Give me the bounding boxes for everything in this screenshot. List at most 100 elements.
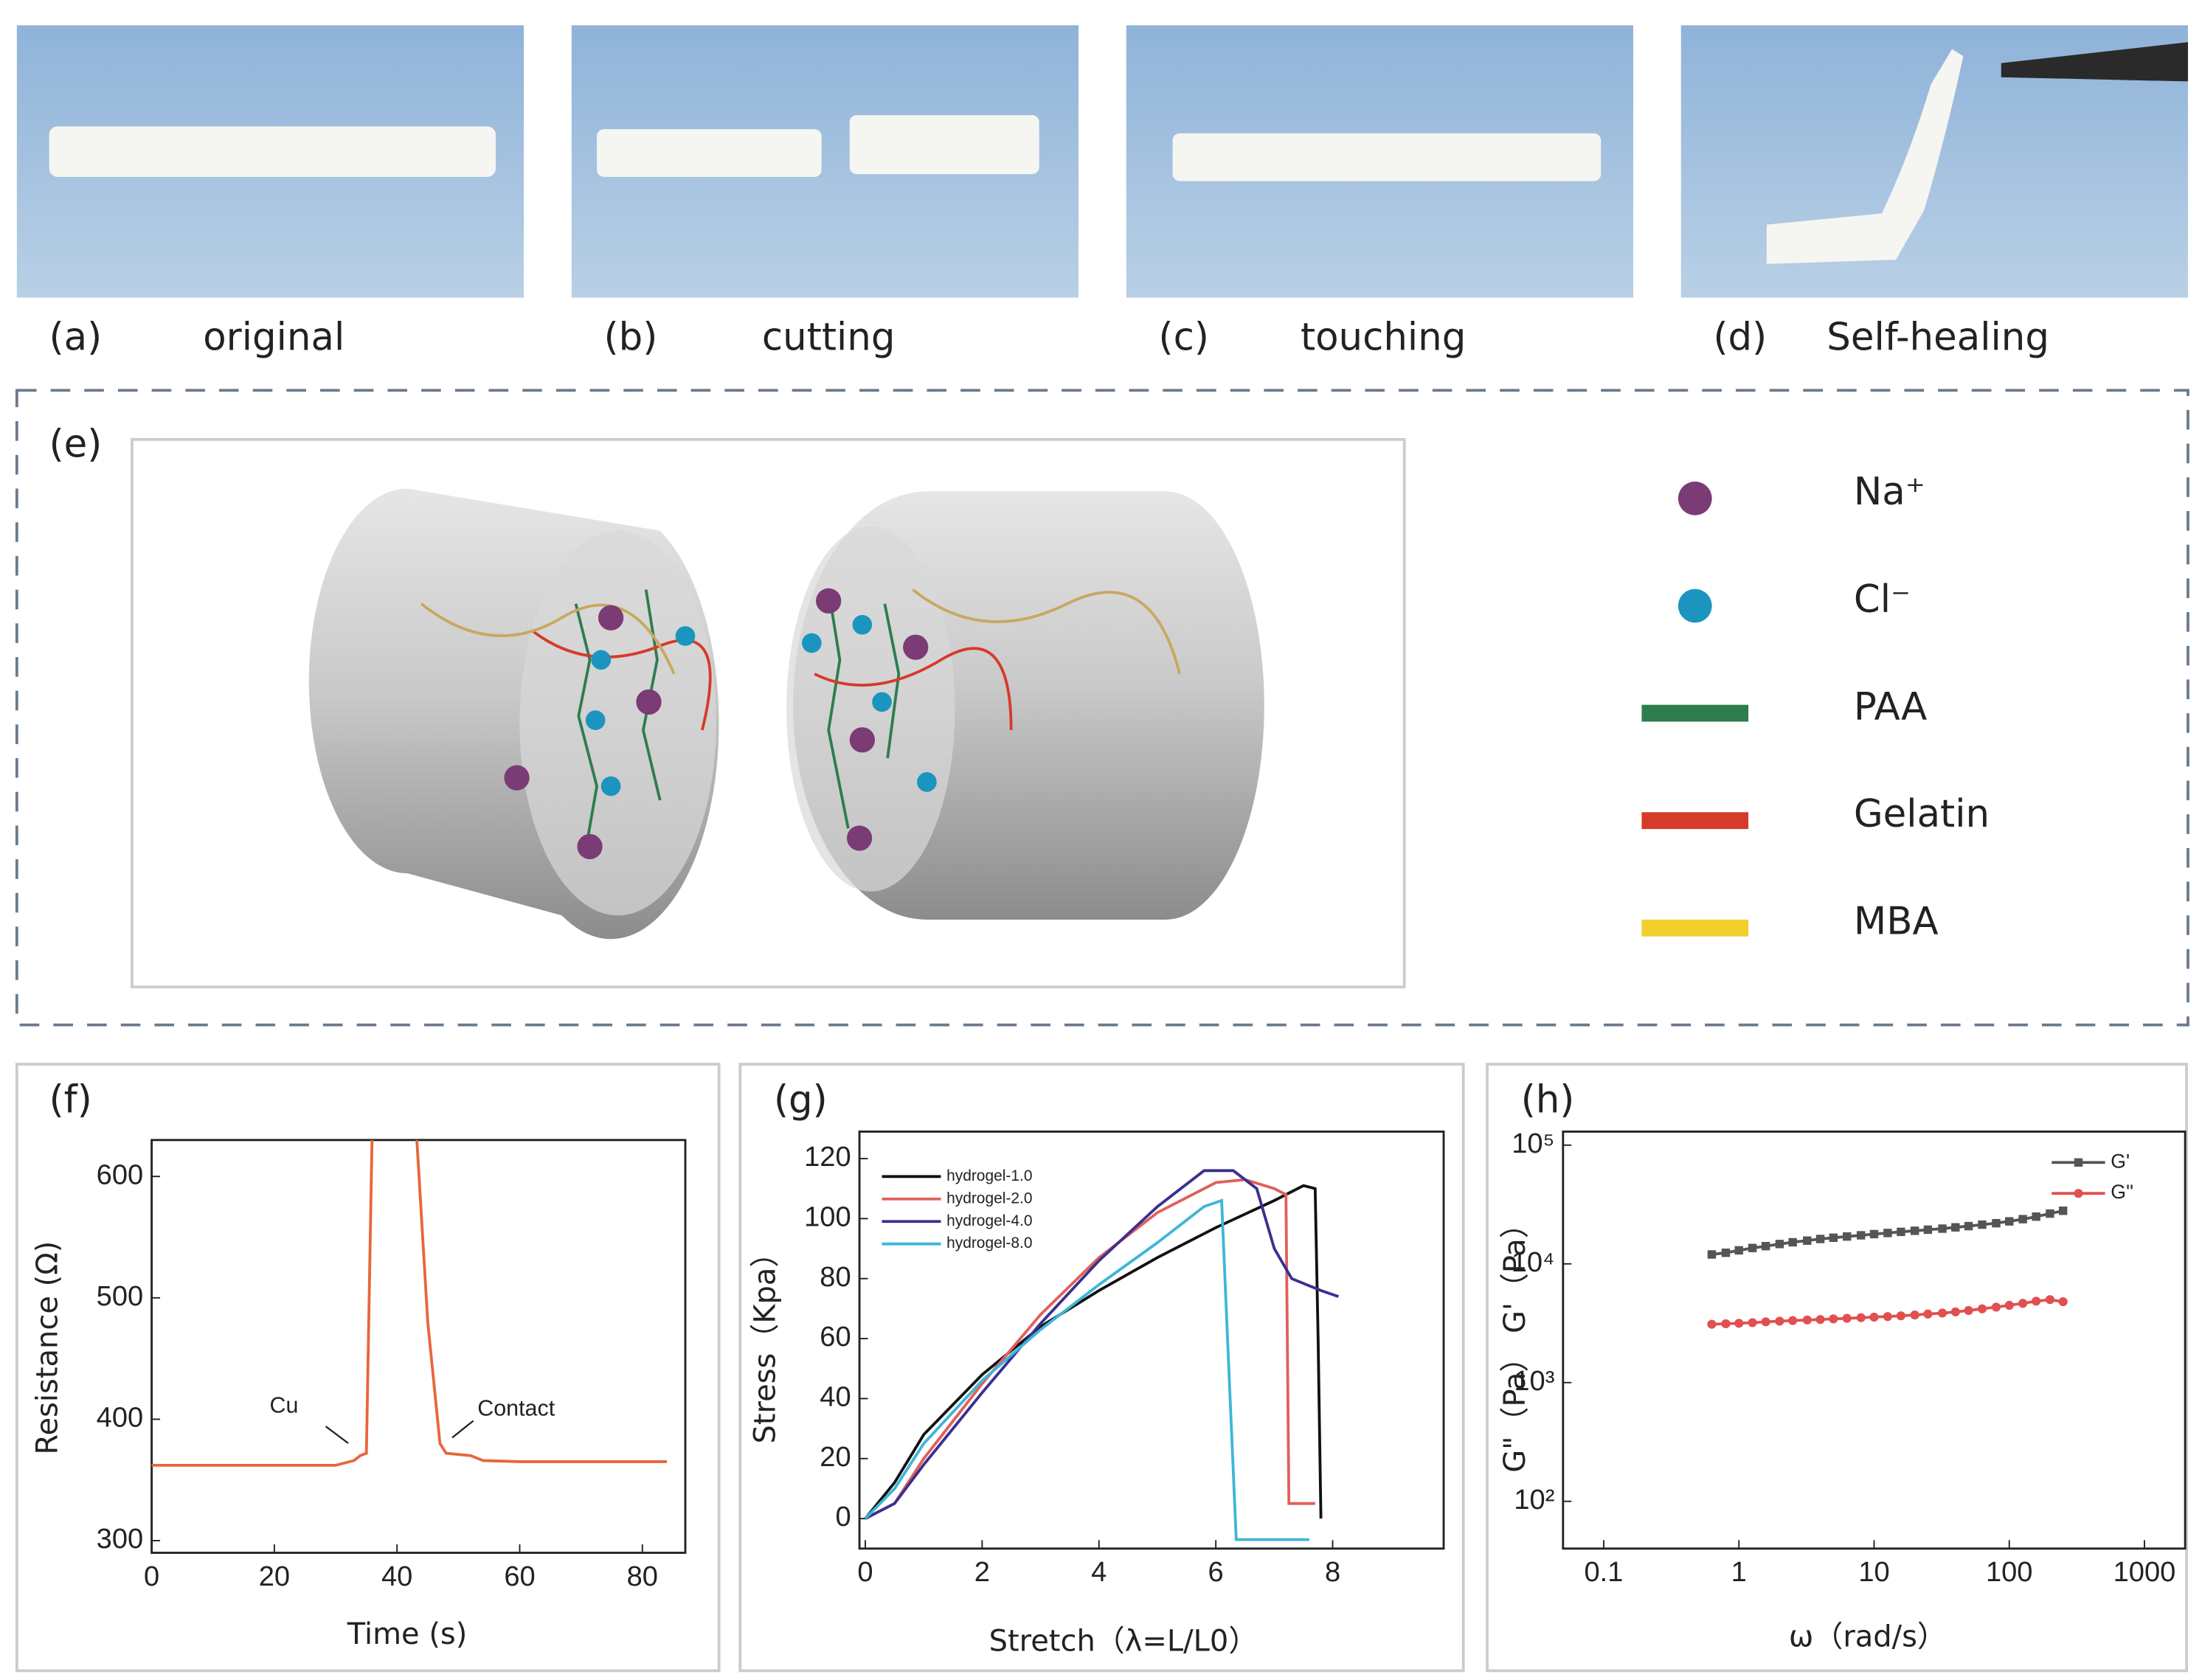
legend-swatch (1678, 589, 1712, 623)
point (1964, 1221, 1973, 1231)
point (1721, 1248, 1731, 1257)
sample (849, 115, 1039, 175)
x-tick-label: 80 (627, 1561, 658, 1592)
point (1977, 1304, 1987, 1313)
point (1721, 1319, 1731, 1329)
schematic-legend: Na⁺ Cl⁻ PAA Gelatin MBA (1641, 470, 1990, 944)
point (1788, 1238, 1797, 1247)
point (1707, 1250, 1717, 1259)
photo-caption: Self-healing (1827, 316, 2049, 360)
point (1761, 1242, 1770, 1251)
plot-frame (150, 1139, 687, 1554)
panel-frame (1486, 1063, 2188, 1673)
panel-label: (f) (49, 1077, 92, 1122)
series-line (151, 1139, 668, 1467)
y-tick-label: 0 (835, 1502, 851, 1533)
point (1923, 1225, 1933, 1235)
legend-swatch (1641, 704, 1749, 722)
legend-label: Cl⁻ (1854, 577, 1911, 622)
point (1815, 1315, 1825, 1325)
legend-label: hydrogel-8.0 (946, 1235, 1032, 1252)
legend-swatch (1641, 812, 1749, 830)
legend-swatch (1641, 919, 1749, 937)
cylinder-face (519, 530, 716, 916)
point (1707, 1319, 1717, 1329)
point (2004, 1300, 2014, 1310)
point (1734, 1319, 1744, 1328)
point (1910, 1226, 1919, 1235)
x-axis-label: ω（rad/s） (1789, 1620, 1947, 1654)
point (1883, 1312, 1892, 1322)
y-tick-label: 10² (1514, 1485, 1554, 1516)
annotation-arrow (451, 1420, 474, 1439)
legend-label: Na⁺ (1854, 470, 1925, 514)
ions (504, 588, 937, 860)
panel-label: (d) (1714, 316, 1768, 360)
legend-label: hydrogel-4.0 (946, 1212, 1032, 1229)
point (1788, 1316, 1798, 1325)
network (420, 589, 1181, 843)
point (1843, 1232, 1852, 1241)
tweezers (2001, 42, 2188, 82)
y-tick-label: 40 (820, 1381, 851, 1412)
y-tick-label: 300 (97, 1524, 144, 1555)
legend-marker (2074, 1158, 2083, 1167)
x-tick-label: 1000 (2113, 1557, 2176, 1588)
photo-caption: original (203, 316, 345, 360)
sample (597, 129, 822, 177)
x-tick-label: 0 (857, 1557, 873, 1588)
y-axis-label: Stress（Kpa） (748, 1238, 782, 1444)
point (1910, 1310, 1919, 1320)
point (1734, 1246, 1743, 1255)
point (2058, 1297, 2068, 1307)
panel-label: (e) (49, 422, 103, 466)
point (1748, 1318, 1757, 1327)
y-tick-label: 10³ (1514, 1366, 1554, 1397)
panel-frame (738, 1063, 1465, 1673)
point (1937, 1308, 1947, 1318)
point (1896, 1311, 1905, 1321)
x-tick-label: 2 (974, 1557, 990, 1588)
y-tick-label: 10⁵ (1512, 1128, 1554, 1159)
series-line (864, 1198, 1309, 1541)
photo-caption: touching (1301, 316, 1466, 360)
panel-label: (c) (1159, 316, 1209, 360)
point (1829, 1314, 1838, 1324)
point (1964, 1305, 1973, 1316)
point (1951, 1223, 1960, 1232)
sample (1172, 133, 1602, 181)
y-tick-label: 60 (820, 1322, 851, 1353)
y-tick-label: 20 (820, 1442, 851, 1473)
point (1802, 1315, 1812, 1325)
panel-frame (15, 1063, 721, 1673)
y-tick-label: 120 (804, 1142, 851, 1173)
legend-label: PAA (1854, 684, 1927, 729)
point (1761, 1317, 1770, 1327)
y-tick-label: 100 (804, 1201, 851, 1232)
legend-swatch (1678, 481, 1712, 516)
point (2018, 1299, 2028, 1308)
x-tick-label: 0 (144, 1561, 159, 1592)
y-tick-label: 400 (97, 1402, 144, 1433)
point (2046, 1209, 2054, 1218)
y-tick-label: 80 (820, 1262, 851, 1293)
point (1857, 1231, 1866, 1240)
point (1815, 1235, 1825, 1243)
point (2032, 1212, 2040, 1221)
y-tick-label: 600 (97, 1159, 144, 1190)
cylinders (308, 488, 1264, 940)
point (1829, 1233, 1838, 1243)
point (2058, 1207, 2068, 1215)
panel-label: (h) (1521, 1077, 1575, 1122)
series-line (865, 1178, 1315, 1520)
sample (1766, 49, 1964, 264)
panel-label: (a) (49, 316, 103, 360)
point (1938, 1224, 1947, 1233)
point (2018, 1215, 2027, 1223)
point (1978, 1220, 1987, 1229)
point (1897, 1227, 1905, 1237)
legend-label: MBA (1854, 900, 1939, 944)
point (1775, 1316, 1784, 1326)
point (1992, 1218, 2001, 1228)
